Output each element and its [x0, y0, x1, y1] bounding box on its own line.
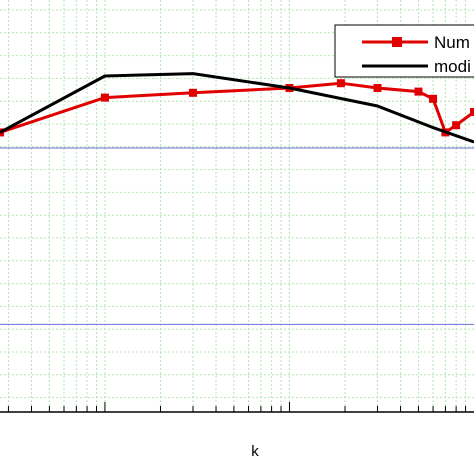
legend-marker-num [392, 37, 402, 47]
data-point-Num [470, 108, 474, 116]
reference-lines [0, 147, 474, 325]
data-point-Num [414, 87, 423, 96]
series-line-modi [0, 72, 474, 144]
x-axis-ticks [7, 402, 467, 412]
legend-label-modi: modi [434, 57, 471, 76]
series-group [0, 72, 474, 144]
legend-label-num: Num [434, 33, 470, 52]
legend-box [334, 24, 474, 78]
data-point-Num [373, 84, 382, 92]
x-axis-label: k [251, 443, 259, 460]
data-point-Num [188, 88, 197, 97]
legend: Num modi [334, 24, 474, 78]
data-point-Num [100, 93, 109, 102]
data-point-Num [452, 121, 461, 130]
series-line-Num [0, 81, 474, 134]
data-point-Num [429, 94, 438, 103]
data-point-Num [336, 79, 345, 88]
